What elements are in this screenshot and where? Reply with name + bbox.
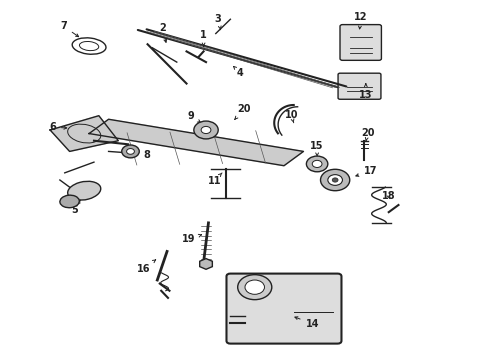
Text: 10: 10 [285, 110, 298, 123]
Circle shape [306, 156, 328, 172]
Text: 20: 20 [361, 128, 374, 141]
Text: 16: 16 [137, 260, 156, 274]
Text: 8: 8 [134, 150, 150, 160]
Text: 19: 19 [182, 234, 201, 244]
Ellipse shape [60, 195, 79, 208]
Polygon shape [50, 116, 118, 152]
FancyBboxPatch shape [338, 73, 381, 99]
FancyBboxPatch shape [340, 24, 381, 60]
Text: 15: 15 [310, 141, 324, 157]
Polygon shape [89, 119, 303, 166]
Circle shape [238, 275, 272, 300]
Text: 5: 5 [71, 200, 80, 215]
Text: 13: 13 [359, 84, 372, 100]
Text: 2: 2 [159, 23, 167, 42]
FancyBboxPatch shape [226, 274, 342, 343]
Circle shape [194, 121, 218, 139]
Circle shape [312, 160, 322, 167]
Circle shape [201, 126, 211, 134]
Ellipse shape [68, 181, 101, 200]
Text: 1: 1 [200, 30, 207, 46]
Text: 7: 7 [60, 21, 78, 37]
Text: 9: 9 [187, 111, 200, 122]
Text: 20: 20 [235, 104, 250, 120]
Circle shape [328, 175, 343, 185]
Text: 12: 12 [354, 12, 368, 29]
Circle shape [126, 149, 134, 154]
Text: 6: 6 [49, 122, 67, 132]
Text: 11: 11 [208, 173, 222, 186]
Circle shape [245, 280, 265, 294]
Text: 14: 14 [295, 317, 319, 329]
Circle shape [332, 178, 338, 182]
Text: 4: 4 [234, 66, 244, 78]
Text: 3: 3 [215, 14, 221, 30]
Text: 17: 17 [356, 166, 377, 176]
Circle shape [320, 169, 350, 191]
Circle shape [122, 145, 139, 158]
Text: 18: 18 [382, 191, 395, 201]
